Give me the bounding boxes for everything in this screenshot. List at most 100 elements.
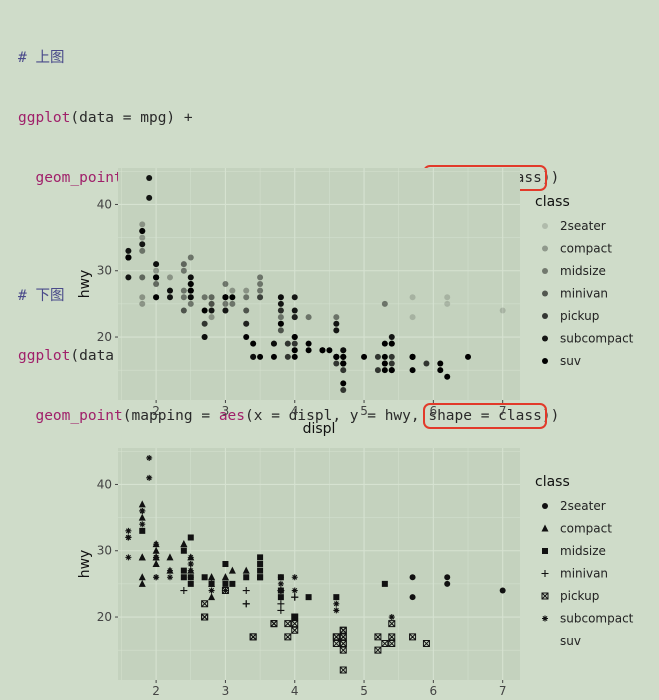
point-compact <box>152 546 160 554</box>
point-pickup <box>339 626 347 634</box>
legend: class 2seater compact midsize minivan pickup s… <box>535 474 634 648</box>
point-midsize <box>139 527 146 534</box>
point-pickup <box>284 620 292 628</box>
point-compact <box>138 553 146 561</box>
point-suv <box>222 294 229 301</box>
legend-key-pickup <box>542 313 548 319</box>
point-midsize <box>257 574 264 581</box>
point-minivan <box>277 587 285 595</box>
point-pickup <box>270 340 277 347</box>
point-suv <box>340 353 347 360</box>
point-midsize <box>180 547 187 554</box>
point-midsize <box>305 594 312 601</box>
point-subcompact <box>139 227 146 234</box>
point-compact <box>153 281 160 287</box>
point-suv <box>319 347 326 354</box>
legend-key-minivan <box>542 290 548 297</box>
legend-label-2seater: 2seater <box>560 499 606 513</box>
plot-panel <box>118 448 520 680</box>
point-subcompact <box>125 274 132 281</box>
point-compact <box>139 274 146 281</box>
point-compact <box>166 274 173 281</box>
point-pickup <box>333 360 340 367</box>
point-minivan <box>277 606 285 614</box>
point-pickup <box>222 307 229 314</box>
point-subcompact <box>146 174 153 181</box>
legend-label-suv: suv <box>560 634 581 648</box>
point-subcompact <box>125 527 132 534</box>
point-midsize <box>257 554 264 561</box>
point-2seater <box>409 294 416 301</box>
point-subcompact <box>187 574 194 581</box>
point-midsize <box>333 314 340 321</box>
point-suv <box>437 360 444 367</box>
point-compact <box>139 234 146 241</box>
point-midsize <box>180 574 187 581</box>
point-suv <box>291 347 298 354</box>
legend-label-minivan: minivan <box>560 287 608 301</box>
point-subcompact <box>187 554 194 561</box>
x-tick-label: 5 <box>360 684 368 698</box>
point-subcompact <box>333 320 340 327</box>
point-subcompact <box>208 307 215 314</box>
point-midsize <box>187 580 194 587</box>
legend-title: class <box>535 474 570 490</box>
point-minivan <box>277 307 284 314</box>
point-compact <box>138 500 146 508</box>
point-suv <box>388 367 395 374</box>
point-subcompact <box>291 574 298 581</box>
point-subcompact <box>146 194 153 201</box>
point-pickup <box>284 340 291 347</box>
point-subcompact <box>153 574 160 581</box>
point-subcompact <box>125 554 132 561</box>
code-line-4-suffix: )) <box>541 408 560 424</box>
x-tick-label: 3 <box>222 404 230 418</box>
point-midsize <box>277 314 284 321</box>
point-compact <box>153 281 160 287</box>
legend-title: class <box>535 194 570 210</box>
x-tick-label: 4 <box>291 404 299 418</box>
points <box>125 174 506 394</box>
point-pickup <box>201 334 208 341</box>
y-axis-label: hwy <box>77 270 93 299</box>
y-tick-label: 30 <box>97 544 112 558</box>
point-compact <box>139 294 146 301</box>
point-2seater <box>499 587 506 594</box>
point-subcompact <box>166 567 173 574</box>
point-midsize <box>180 267 187 274</box>
point-subcompact <box>388 614 395 621</box>
point-minivan <box>242 587 250 595</box>
point-midsize <box>243 574 250 581</box>
point-midsize <box>201 294 208 301</box>
legend-label-pickup: pickup <box>560 309 599 323</box>
x-tick-label: 6 <box>430 404 438 418</box>
point-subcompact <box>277 580 284 587</box>
alpha-scatter-chart: 2 3 4 5 6 7 20 30 40 displ hwy class 2seater compact m… <box>77 168 634 437</box>
legend-label-subcompact: subcompact <box>560 612 634 626</box>
point-suv <box>444 373 451 380</box>
code-line-4-prefix: geom_point(mapping = aes(x = displ, y = … <box>35 408 429 424</box>
point-subcompact <box>277 294 284 301</box>
point-pickup <box>201 613 209 621</box>
plot-panel <box>118 168 520 400</box>
point-subcompact <box>166 294 173 301</box>
point-pickup <box>388 620 396 628</box>
point-minivan <box>242 600 250 608</box>
point-minivan <box>291 314 298 321</box>
point-suv <box>361 353 368 360</box>
point-suv <box>187 287 194 294</box>
point-pickup <box>381 640 389 648</box>
point-pickup <box>340 387 347 394</box>
legend-key-subcompact <box>542 335 548 342</box>
point-compact <box>208 294 215 301</box>
point-compact <box>138 579 146 587</box>
point-subcompact <box>166 287 173 294</box>
legend-key-2seater <box>542 503 548 509</box>
point-midsize <box>229 580 236 587</box>
point-suv <box>305 340 312 347</box>
point-subcompact <box>291 307 298 314</box>
point-compact <box>229 287 236 294</box>
legend: class 2seater compact midsize minivan pickup s… <box>535 194 634 368</box>
code-comment-top: # 上图 <box>18 50 65 66</box>
legend-key-subcompact <box>542 615 548 622</box>
